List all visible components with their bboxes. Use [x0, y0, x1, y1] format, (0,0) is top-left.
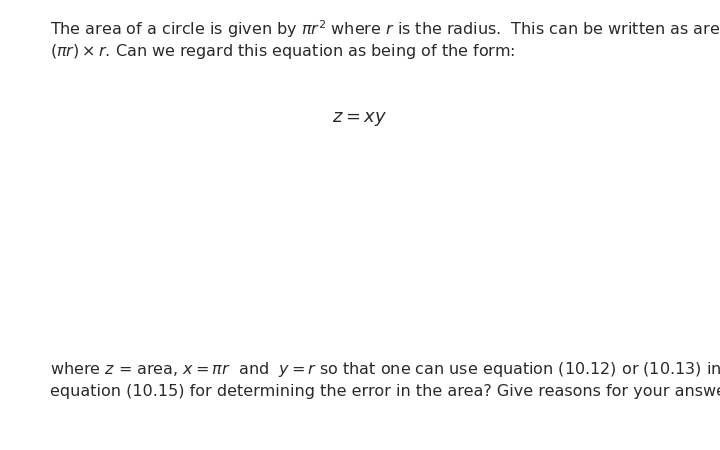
Text: equation (10.15) for determining the error in the area? Give reasons for your an: equation (10.15) for determining the err… [50, 384, 720, 399]
Text: $(\pi r) \times r$. Can we regard this equation as being of the form:: $(\pi r) \times r$. Can we regard this e… [50, 42, 516, 61]
Text: where $z$ = area, $x = \pi r$  and  $y = r$ so that one can use equation (10.12): where $z$ = area, $x = \pi r$ and $y = r… [50, 360, 720, 379]
Text: The area of a circle is given by $\pi r^2$ where $r$ is the radius.  This can be: The area of a circle is given by $\pi r^… [50, 18, 720, 40]
Text: $z = xy$: $z = xy$ [333, 110, 387, 128]
